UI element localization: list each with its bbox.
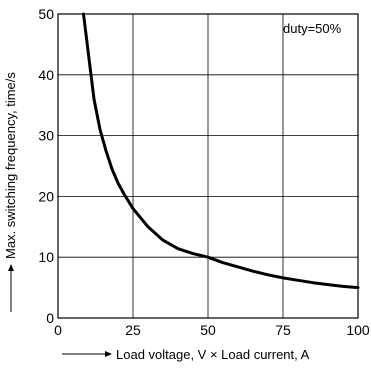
x-axis-title-arrowhead (105, 351, 112, 357)
x-tick-label: 75 (275, 322, 291, 338)
series-line (82, 12, 360, 290)
x-axis-title: Load voltage, V × Load current, A (116, 347, 310, 362)
x-tick-label: 50 (200, 322, 216, 338)
curve-layer (82, 12, 360, 290)
x-tick-label: 25 (125, 322, 141, 338)
y-tick-label: 20 (38, 188, 54, 204)
y-tick-label: 50 (38, 6, 54, 22)
y-tick-label: 10 (38, 249, 54, 265)
y-tick-label: 0 (46, 310, 54, 326)
x-tick-label: 0 (54, 322, 62, 338)
y-axis-title: Max. switching frequency, time/s (3, 72, 18, 259)
y-tick-label: 40 (38, 67, 54, 83)
plot-frame (57, 13, 359, 319)
y-axis-title-arrowhead (8, 264, 14, 271)
x-tick-label: 100 (346, 322, 370, 338)
grid (58, 14, 358, 318)
duty-annotation: duty=50% (283, 21, 342, 36)
y-tick-labels: 0 10 20 30 40 50 (38, 6, 54, 326)
x-tick-labels: 0 25 50 75 100 (54, 322, 370, 338)
y-tick-label: 30 (38, 128, 54, 144)
